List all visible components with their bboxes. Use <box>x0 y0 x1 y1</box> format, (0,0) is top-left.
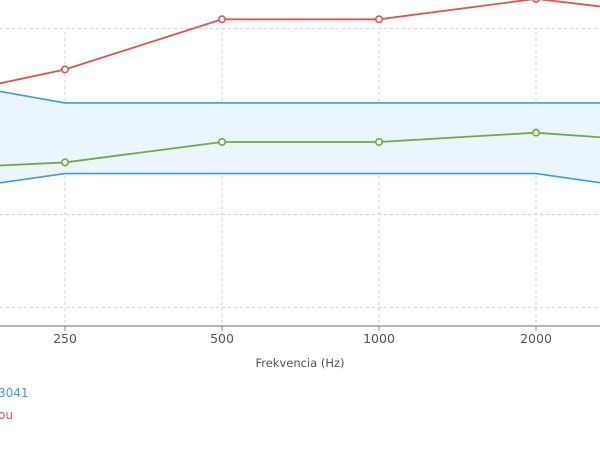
series-1-point <box>531 128 540 137</box>
series-0-point <box>60 65 69 74</box>
series-1-point <box>374 137 383 146</box>
series-1-line <box>0 131 600 167</box>
series-layer <box>0 0 600 167</box>
series-1-point <box>218 137 227 146</box>
legend: 3041 ou <box>0 386 29 422</box>
series-0-point <box>532 0 540 3</box>
band-upper-line <box>0 90 600 104</box>
series-0-line <box>0 0 600 85</box>
band-layer <box>0 90 600 184</box>
series-1-point <box>60 158 69 167</box>
x-tick-label: 500 <box>210 331 234 346</box>
x-tick-label: 250 <box>53 331 77 346</box>
band-lower-line <box>0 172 600 184</box>
axis-layer: 250 500 1000 2000 <box>0 325 600 346</box>
band-area <box>0 91 600 183</box>
legend-item-1: ou <box>0 408 13 422</box>
x-axis-title: Frekvencia (Hz) <box>255 356 344 370</box>
series-0-point <box>218 15 227 24</box>
x-tick-label: 2000 <box>520 331 552 346</box>
x-tick-label: 1000 <box>363 331 395 346</box>
series-0-point <box>374 15 383 24</box>
legend-item-0: 3041 <box>0 386 29 400</box>
grid-layer <box>0 28 600 326</box>
